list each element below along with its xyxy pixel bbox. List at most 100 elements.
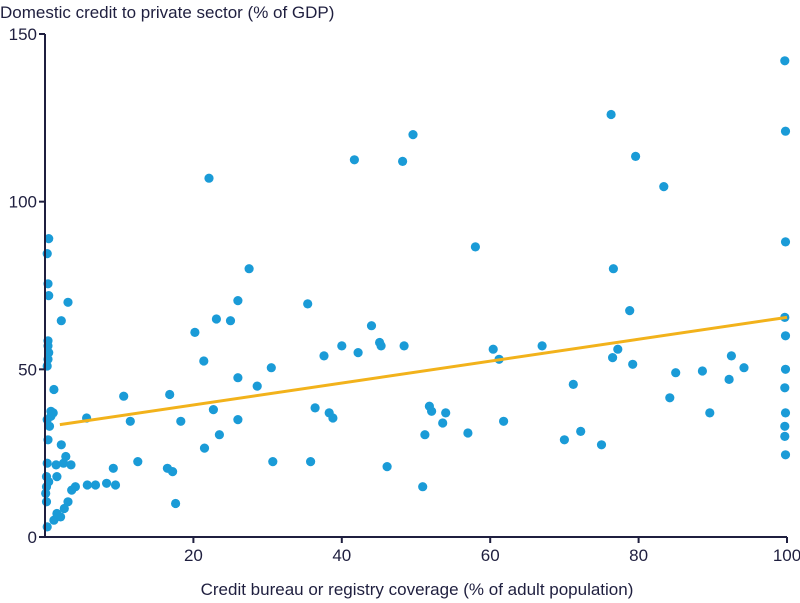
data-point bbox=[63, 497, 73, 507]
data-point bbox=[110, 480, 121, 490]
data-point bbox=[204, 173, 214, 183]
data-point bbox=[44, 421, 55, 431]
data-point bbox=[568, 379, 578, 389]
data-point bbox=[724, 374, 734, 384]
data-point bbox=[353, 348, 363, 358]
x-tick-label: 80 bbox=[629, 546, 648, 565]
data-point bbox=[211, 314, 221, 324]
data-point bbox=[56, 440, 66, 450]
x-tick-label: 100 bbox=[773, 546, 800, 565]
data-point bbox=[214, 430, 224, 440]
data-point bbox=[399, 341, 409, 351]
trend-line bbox=[59, 315, 788, 427]
data-point bbox=[268, 457, 278, 467]
data-point bbox=[470, 242, 480, 252]
data-point bbox=[46, 406, 56, 416]
data-point bbox=[780, 126, 791, 136]
data-point bbox=[70, 482, 80, 492]
data-point bbox=[537, 341, 547, 351]
data-point bbox=[376, 341, 386, 351]
data-point bbox=[310, 403, 320, 413]
data-point bbox=[199, 356, 209, 366]
chart-title: Domestic credit to private sector (% of … bbox=[0, 3, 334, 22]
data-point bbox=[780, 56, 790, 66]
data-point bbox=[499, 416, 509, 426]
data-point bbox=[780, 237, 791, 247]
y-tick-label: 50 bbox=[18, 360, 37, 379]
data-point bbox=[780, 408, 791, 418]
data-point bbox=[418, 482, 428, 492]
data-point bbox=[125, 416, 135, 426]
data-point bbox=[108, 463, 118, 473]
data-point bbox=[420, 430, 430, 440]
data-point bbox=[780, 431, 790, 441]
data-point bbox=[349, 155, 359, 165]
data-point bbox=[427, 406, 437, 416]
data-point bbox=[398, 156, 408, 166]
data-point bbox=[41, 497, 52, 507]
data-point bbox=[266, 363, 276, 373]
x-tick-label: 40 bbox=[332, 546, 351, 565]
data-point bbox=[408, 130, 418, 140]
data-point bbox=[328, 413, 338, 423]
data-point bbox=[44, 348, 54, 358]
data-point bbox=[780, 331, 791, 341]
data-point bbox=[631, 151, 641, 161]
data-point bbox=[671, 368, 681, 378]
data-point bbox=[168, 467, 178, 477]
data-point bbox=[61, 451, 71, 462]
data-point bbox=[42, 249, 52, 259]
data-point bbox=[780, 364, 791, 374]
data-point bbox=[303, 299, 313, 309]
data-point bbox=[133, 457, 143, 467]
data-point bbox=[233, 296, 243, 306]
data-point bbox=[665, 393, 675, 403]
x-axis-label: Credit bureau or registry coverage (% of… bbox=[201, 580, 634, 599]
data-point bbox=[659, 182, 669, 192]
data-point bbox=[51, 460, 61, 470]
data-point bbox=[613, 344, 623, 354]
data-point bbox=[225, 316, 236, 326]
data-point bbox=[596, 440, 607, 450]
data-point bbox=[739, 363, 749, 373]
data-point bbox=[102, 478, 112, 488]
data-point bbox=[697, 366, 708, 376]
y-tick-label: 150 bbox=[9, 25, 37, 44]
data-point bbox=[208, 405, 218, 415]
data-point bbox=[606, 109, 616, 120]
data-point bbox=[576, 426, 586, 436]
data-point bbox=[233, 373, 243, 383]
data-point bbox=[438, 418, 448, 428]
data-point bbox=[199, 443, 210, 453]
data-point bbox=[337, 341, 347, 351]
y-tick-label: 0 bbox=[28, 528, 37, 547]
data-point bbox=[780, 450, 791, 460]
x-tick-label: 60 bbox=[481, 546, 500, 565]
data-point bbox=[559, 435, 570, 445]
data-point bbox=[171, 498, 181, 509]
data-point bbox=[44, 291, 54, 301]
data-point bbox=[382, 462, 392, 472]
data-point bbox=[63, 297, 73, 307]
data-point bbox=[42, 522, 52, 532]
data-point bbox=[608, 264, 619, 274]
axes: 0 50 100 150 20 40 60 80 100 bbox=[9, 25, 800, 565]
data-point bbox=[306, 457, 316, 467]
data-point bbox=[190, 327, 200, 337]
data-point bbox=[52, 472, 62, 482]
data-point bbox=[176, 416, 186, 426]
data-point bbox=[705, 408, 715, 418]
data-point bbox=[625, 306, 635, 316]
data-point bbox=[44, 234, 54, 244]
plot-area bbox=[41, 56, 791, 532]
data-point bbox=[780, 421, 790, 431]
data-point bbox=[233, 415, 243, 425]
data-point bbox=[488, 344, 498, 354]
data-point bbox=[41, 472, 52, 482]
x-tick-label: 20 bbox=[184, 546, 203, 565]
data-point bbox=[56, 316, 66, 326]
data-point bbox=[244, 264, 254, 274]
data-point bbox=[628, 359, 638, 369]
data-point bbox=[441, 408, 451, 418]
